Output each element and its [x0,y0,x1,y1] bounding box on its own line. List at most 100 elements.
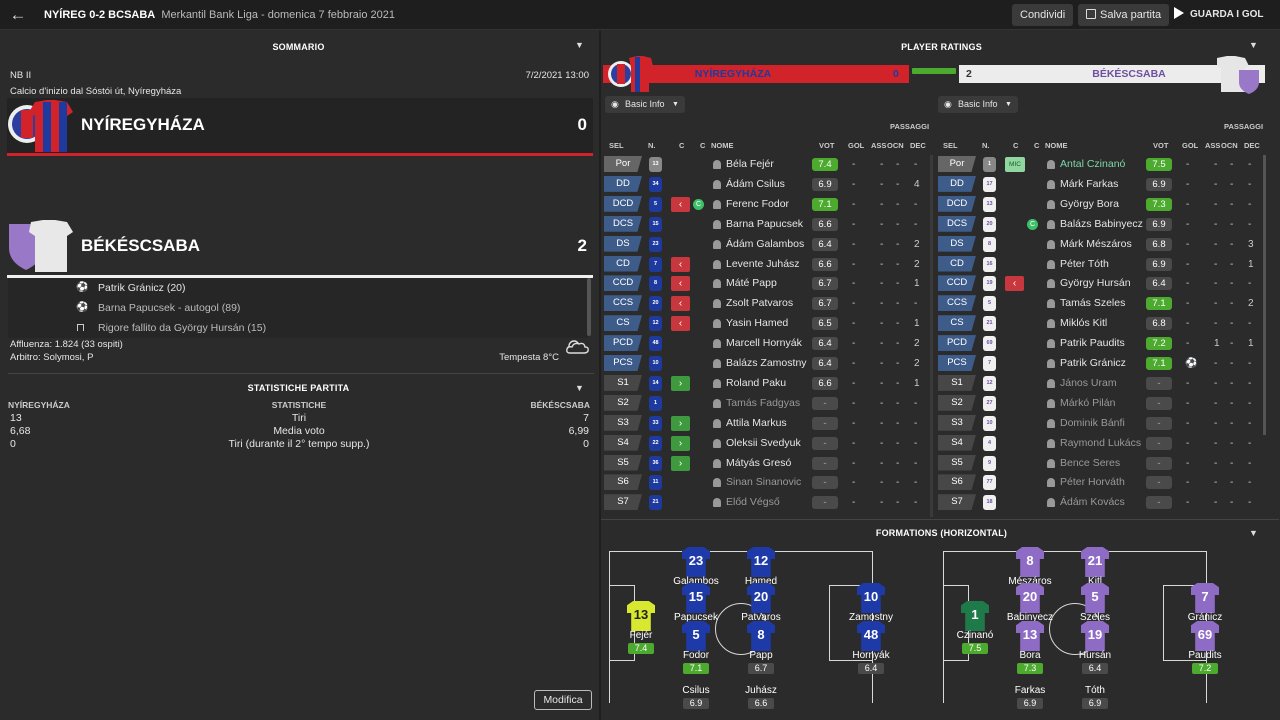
player-row[interactable]: S4 22 › Oleksii Svedyuk - - - - - [601,434,931,453]
away-basic-info-dropdown[interactable]: ◉ Basic Info ▼ [938,96,1018,113]
formation-player[interactable]: 8 Mészáros [998,545,1062,605]
player-name[interactable]: György Hursán [1060,277,1131,290]
modify-button[interactable]: Modifica [534,690,592,710]
formation-player[interactable]: Farkas 6.9 [998,651,1062,711]
player-name[interactable]: Béla Fejér [726,158,774,170]
player-row[interactable]: S2 27 Márkó Pilán - - - - - [935,394,1265,413]
player-name[interactable]: Miklós Kitl [1060,317,1108,330]
player-row[interactable]: PCS 7 Patrik Gránicz 7.1 ⚽ - - - [935,354,1265,373]
formation-player[interactable]: 48 Hornyák 6.4 [839,619,903,679]
player-row[interactable]: CD 7 ‹ Levente Juhász 6.6- - -2 [601,255,931,274]
formation-player[interactable]: 15 Papucsek [664,581,728,641]
player-name[interactable]: György Bora [1060,197,1119,210]
player-name[interactable]: Ádám Kovács [1060,496,1125,509]
player-row[interactable]: PCD 69 Patrik Paudits 7.2-1-1 [935,334,1265,353]
player-name[interactable]: Barna Papucsek [726,217,804,230]
player-name[interactable]: Péter Horváth [1060,476,1125,489]
player-row[interactable]: S1 12 János Uram - - - - - [935,374,1265,393]
player-row[interactable]: S7 21 Előd Végső - - - - - [601,493,931,512]
player-name[interactable]: Ádám Galambos [726,237,805,250]
player-name[interactable]: Előd Végső [726,496,780,509]
player-row[interactable]: DCD 5 ‹ C Ferenc Fodor 7.1- - - - [601,195,931,214]
ratings-home-name[interactable]: NYÍREGYHÁZA [694,68,772,80]
formation-player[interactable]: 7 Gránicz [1173,581,1237,641]
event-missed-penalty-row[interactable]: Rigore fallito da György Hursán (15) [8,318,588,338]
col-header-ass[interactable]: ASS [1205,141,1221,150]
formation-player[interactable]: 13 Fejér 7.4 [609,599,673,659]
player-row[interactable]: S1 14 › Roland Paku 6.6- - -1 [601,374,931,393]
player-row[interactable]: S7 18 Ádám Kovács - - - - - [935,493,1265,512]
col-header-dec[interactable]: DEC [910,141,926,150]
player-name[interactable]: Sinan Sinanovic [726,476,802,489]
stats-collapse-chevron-icon[interactable]: ▼ [575,383,584,393]
player-name[interactable]: Tamás Fadgyas [726,396,801,409]
player-row[interactable]: CD 16 Péter Tóth 6.9- - -1 [935,255,1265,274]
player-name[interactable]: Ádám Csilus [726,177,785,190]
event-own-goal-row[interactable]: ⚽ Barna Papucsek - autogol (89) [8,298,588,318]
col-header-sel[interactable]: SEL [943,141,958,150]
col-header-n[interactable]: N. [648,141,656,150]
col-header-c2[interactable]: C [700,141,706,150]
col-header-gol[interactable]: GOL [848,141,865,150]
ratings-away-name[interactable]: BÉKÉSCSABA [1092,68,1166,80]
player-name[interactable]: Márk Farkas [1060,177,1119,190]
player-row[interactable]: DCD 13 György Bora 7.3- - - - [935,195,1265,214]
formation-player[interactable]: 13 Bora 7.3 [998,619,1062,679]
col-header-ass[interactable]: ASS [871,141,887,150]
formation-player[interactable]: 20 Patvaros [729,581,793,641]
player-name[interactable]: Bence Seres [1060,456,1121,469]
share-button[interactable]: Condividi [1012,4,1074,26]
formation-player[interactable]: 69 Paudits 7.2 [1173,619,1237,679]
col-header-c1[interactable]: C [1013,141,1019,150]
player-name[interactable]: Oleksii Svedyuk [726,436,801,449]
player-name[interactable]: Máté Papp [726,277,777,290]
col-header-gol[interactable]: GOL [1182,141,1199,150]
player-name[interactable]: Antal Czinanó [1060,158,1126,170]
col-header-c2[interactable]: C [1034,141,1040,150]
player-name[interactable]: Patrik Paudits [1060,337,1125,350]
player-name[interactable]: Balázs Babinyecz [1060,217,1143,230]
away-table-scrollbar[interactable] [1263,155,1266,435]
col-header-nome[interactable]: NOME [1045,141,1068,150]
formation-player[interactable]: 21 Kitl [1063,545,1127,605]
player-name[interactable]: Attila Markus [726,416,787,429]
formation-player[interactable]: Tóth 6.9 [1063,651,1127,711]
player-row[interactable]: S3 33 › Attila Markus - - - - - [601,414,931,433]
player-row[interactable]: CCD 8 ‹ Máté Papp 6.7- - -1 [601,274,931,293]
back-arrow-icon[interactable]: ← [9,5,27,24]
player-name[interactable]: Tamás Szeles [1060,297,1126,310]
player-row[interactable]: S3 10 Dominik Bánfi - - - - - [935,414,1265,433]
save-match-button[interactable]: Salva partita [1078,4,1170,26]
ratings-collapse-chevron-icon[interactable]: ▼ [1249,40,1258,50]
player-name[interactable]: Dominik Bánfi [1060,416,1125,429]
player-row[interactable]: S6 77 Péter Horváth - - - - - [935,473,1265,492]
player-name[interactable]: Balázs Zamostny [726,357,807,369]
formation-player[interactable]: 23 Galambos [664,545,728,605]
player-row[interactable]: S6 11 Sinan Sinanovic - - - - - [601,473,931,492]
col-header-sel[interactable]: SEL [609,141,624,150]
col-header-vot[interactable]: VOT [819,141,835,150]
formation-player[interactable]: 1 Czinanó 7.5 [943,599,1007,659]
player-name[interactable]: Mátyás Gresó [726,456,792,469]
home-team-name[interactable]: NYÍREGYHÁZA [81,115,205,134]
player-row[interactable]: S4 4 Raymond Lukács - - - - - [935,434,1265,453]
player-row[interactable]: CCS 5 Tamás Szeles 7.1- - -2 [935,294,1265,313]
col-header-nome[interactable]: NOME [711,141,734,150]
player-name[interactable]: Patrik Gránicz [1060,357,1126,369]
col-header-vot[interactable]: VOT [1153,141,1169,150]
player-row[interactable]: CS 12 ‹ Yasin Hamed 6.5- - -1 [601,314,931,333]
player-row[interactable]: CCD 19 ‹ György Hursán 6.4- - - - [935,274,1265,293]
player-name[interactable]: Marcell Hornyák [726,337,802,350]
col-header-dec[interactable]: DEC [1244,141,1260,150]
player-row[interactable]: DD 17 Márk Farkas 6.9- - - - [935,175,1265,194]
player-row[interactable]: CS 21 Miklós Kitl 6.8- - - - [935,314,1265,333]
player-row[interactable]: PCS 10 Balázs Zamostny 6.4 - - - 2 [601,354,931,373]
formation-player[interactable]: 8 Papp 6.7 [729,619,793,679]
away-team-name[interactable]: BÉKÉSCSABA [81,236,201,255]
player-row[interactable]: DCS 20 C Balázs Babinyecz 6.9- - - - [935,215,1265,234]
event-goal-row[interactable]: ⚽ Patrik Gránicz (20) [8,278,588,298]
player-name[interactable]: Ferenc Fodor [726,197,790,210]
home-basic-info-dropdown[interactable]: ◉ Basic Info ▼ [605,96,685,113]
player-name[interactable]: Yasin Hamed [726,317,789,330]
player-row[interactable]: DS 8 Márk Mészáros 6.8- - -3 [935,235,1265,254]
